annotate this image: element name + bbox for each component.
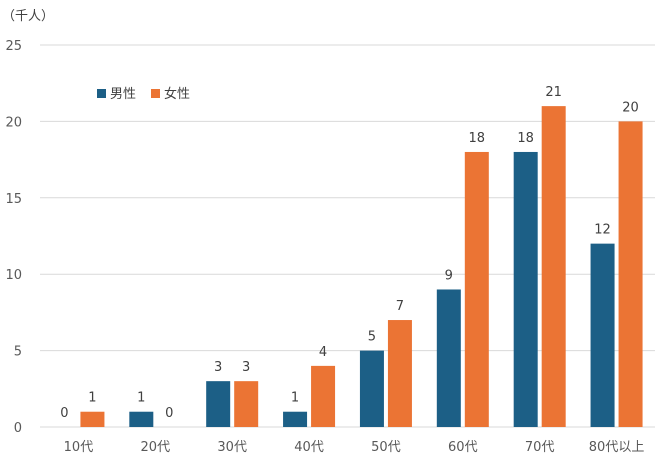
bar-male xyxy=(590,243,615,427)
data-label: 5 xyxy=(368,330,376,345)
y-tick-label: 15 xyxy=(5,192,22,207)
y-axis-ticks: 0 5 10 15 20 25 xyxy=(5,39,22,436)
data-label: 9 xyxy=(445,268,453,283)
legend-swatch xyxy=(97,89,106,98)
data-label: 1 xyxy=(291,391,299,406)
data-label: 3 xyxy=(242,360,250,375)
data-label: 7 xyxy=(396,299,404,314)
x-tick-label: 30代 xyxy=(217,440,247,455)
bar-female xyxy=(80,411,105,427)
bar-female xyxy=(464,151,489,427)
data-label: 1 xyxy=(137,391,145,406)
bar-male xyxy=(283,411,308,427)
y-tick-label: 25 xyxy=(5,39,22,54)
data-label: 12 xyxy=(594,223,611,238)
legend-label: 男性 xyxy=(110,87,136,102)
data-label: 3 xyxy=(214,360,222,375)
bar-female xyxy=(234,381,259,427)
bar-male xyxy=(359,350,384,427)
data-label: 21 xyxy=(545,85,562,100)
bar-female xyxy=(618,121,643,428)
legend: 男性 女性 xyxy=(97,86,190,102)
legend-label: 女性 xyxy=(164,86,190,102)
bar-male xyxy=(129,411,154,427)
bar-female xyxy=(387,320,412,427)
y-tick-label: 20 xyxy=(5,115,22,130)
x-tick-label: 20代 xyxy=(141,440,171,455)
legend-swatch xyxy=(151,89,160,98)
bar-male xyxy=(206,381,231,427)
x-tick-label: 10代 xyxy=(64,440,94,455)
data-label: 4 xyxy=(319,345,327,360)
data-labels: 0 1 1 0 3 3 1 4 5 7 9 18 18 21 12 20 xyxy=(60,85,639,421)
x-axis-ticks: 10代 20代 30代 40代 50代 60代 70代 80代以上 xyxy=(64,440,645,455)
y-tick-label: 10 xyxy=(5,268,22,283)
bar-male xyxy=(513,151,538,427)
x-tick-label: 60代 xyxy=(448,440,478,455)
data-label: 18 xyxy=(517,131,534,146)
data-label: 0 xyxy=(60,406,68,421)
y-tick-label: 0 xyxy=(14,421,22,436)
x-tick-label: 50代 xyxy=(371,440,401,455)
bar-series xyxy=(80,106,643,428)
x-tick-label: 80代以上 xyxy=(589,440,645,455)
y-axis-unit-label: （千人） xyxy=(2,9,54,24)
data-label: 20 xyxy=(622,100,639,115)
bar-male xyxy=(436,289,461,427)
data-label: 18 xyxy=(469,131,486,146)
bar-female xyxy=(541,106,566,428)
data-label: 0 xyxy=(165,406,173,421)
bar-female xyxy=(311,365,336,427)
y-tick-label: 5 xyxy=(14,345,22,360)
data-label: 1 xyxy=(88,391,96,406)
x-tick-label: 40代 xyxy=(294,440,324,455)
x-tick-label: 70代 xyxy=(525,440,555,455)
